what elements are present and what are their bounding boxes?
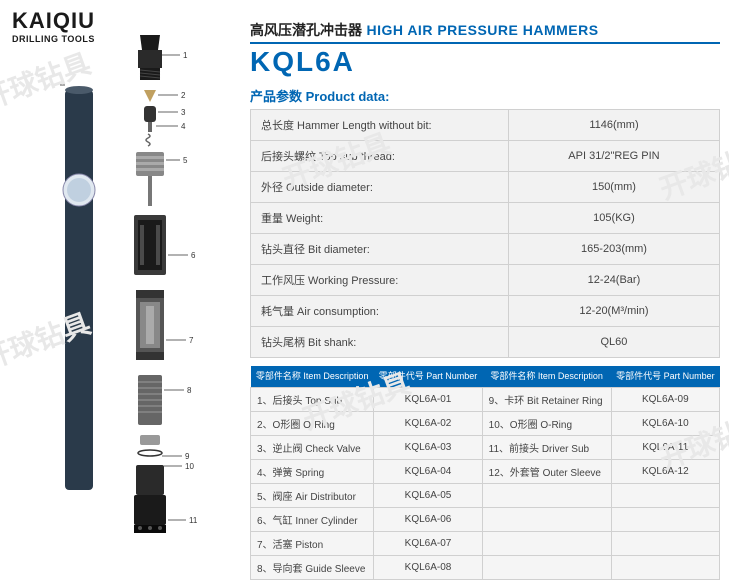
spec-label: 工作风压 Working Pressure: — [251, 265, 509, 296]
spec-value: QL60 — [508, 327, 719, 358]
parts-row: 6、气缸 Inner CylinderKQL6A-06 — [251, 507, 720, 531]
part-desc: 7、活塞 Piston — [251, 531, 374, 555]
part-number: KQL6A-11 — [611, 435, 719, 459]
part-desc: 8、导向套 Guide Sleeve — [251, 555, 374, 579]
parts-row: 1、后接头 Top SubKQL6A-019、卡环 Bit Retainer R… — [251, 387, 720, 411]
title-cn: 高风压潜孔冲击器 — [250, 22, 362, 38]
parts-row: 5、阀座 Air DistributorKQL6A-05 — [251, 483, 720, 507]
parts-row: 8、导向套 Guide SleeveKQL6A-08 — [251, 555, 720, 579]
spec-row: 外径 Outside diameter:150(mm) — [251, 172, 720, 203]
part-number: KQL6A-05 — [374, 483, 482, 507]
svg-text:5: 5 — [183, 156, 188, 165]
part-empty — [611, 507, 719, 531]
section-label: 产品参数 Product data: — [250, 86, 720, 105]
spec-value: 12-24(Bar) — [508, 265, 719, 296]
parts-header-desc: 零部件名称 Item Description — [251, 366, 374, 387]
part-desc: 3、逆止阀 Check Valve — [251, 435, 374, 459]
spec-row: 工作风压 Working Pressure:12-24(Bar) — [251, 265, 720, 296]
spec-value: 12-20(M³/min) — [508, 296, 719, 327]
parts-row: 7、活塞 PistonKQL6A-07 — [251, 531, 720, 555]
part-number: KQL6A-08 — [374, 555, 482, 579]
spec-row: 钻头尾柄 Bit shank:QL60 — [251, 327, 720, 358]
parts-row: 2、O形圈 O-RingKQL6A-0210、O形圈 O-RingKQL6A-1… — [251, 411, 720, 435]
spec-value: API 31/2"REG PIN — [508, 141, 719, 172]
part-desc: 10、O形圈 O-Ring — [482, 411, 611, 435]
part-desc: 11、前接头 Driver Sub — [482, 435, 611, 459]
spec-value: 1146(mm) — [508, 110, 719, 141]
content-area: 高风压潜孔冲击器 HIGH AIR PRESSURE HAMMERS KQL6A… — [250, 20, 720, 580]
spec-label: 外径 Outside diameter: — [251, 172, 509, 203]
part-empty — [611, 531, 719, 555]
part-number: KQL6A-02 — [374, 411, 482, 435]
part-number: KQL6A-06 — [374, 507, 482, 531]
spec-label: 总长度 Hammer Length without bit: — [251, 110, 509, 141]
part-desc: 4、弹簧 Spring — [251, 459, 374, 483]
parts-header-num: 零部件代号 Part Number — [374, 366, 482, 387]
spec-label: 耗气量 Air consumption: — [251, 296, 509, 327]
parts-row: 3、逆止阀 Check ValveKQL6A-0311、前接头 Driver S… — [251, 435, 720, 459]
svg-text:6: 6 — [191, 251, 196, 260]
part-empty — [611, 555, 719, 579]
part-desc: 2、O形圈 O-Ring — [251, 411, 374, 435]
part-desc: 1、后接头 Top Sub — [251, 387, 374, 411]
spec-row: 重量 Weight:105(KG) — [251, 203, 720, 234]
spec-row: 钻头直径 Bit diameter:165-203(mm) — [251, 234, 720, 265]
parts-header-desc: 零部件名称 Item Description — [482, 366, 611, 387]
spec-row: 后接头螺纹 Top sub thread:API 31/2"REG PIN — [251, 141, 720, 172]
part-empty — [611, 483, 719, 507]
spec-label: 钻头尾柄 Bit shank: — [251, 327, 509, 358]
part-empty — [482, 483, 611, 507]
part-empty — [482, 555, 611, 579]
spec-label: 重量 Weight: — [251, 203, 509, 234]
part-empty — [482, 507, 611, 531]
part-number: KQL6A-01 — [374, 387, 482, 411]
parts-row: 4、弹簧 SpringKQL6A-0412、外套管 Outer SleeveKQ… — [251, 459, 720, 483]
part-desc: 9、卡环 Bit Retainer Ring — [482, 387, 611, 411]
svg-text:8: 8 — [187, 386, 192, 395]
part-number: KQL6A-12 — [611, 459, 719, 483]
part-desc: 12、外套管 Outer Sleeve — [482, 459, 611, 483]
svg-text:9: 9 — [185, 452, 190, 461]
svg-text:10: 10 — [185, 462, 194, 471]
spec-row: 耗气量 Air consumption:12-20(M³/min) — [251, 296, 720, 327]
title-en: HIGH AIR PRESSURE HAMMERS — [366, 22, 598, 38]
title-row: 高风压潜孔冲击器 HIGH AIR PRESSURE HAMMERS — [250, 20, 720, 44]
spec-value: 105(KG) — [508, 203, 719, 234]
spec-label: 钻头直径 Bit diameter: — [251, 234, 509, 265]
part-desc: 6、气缸 Inner Cylinder — [251, 507, 374, 531]
model-code: KQL6A — [250, 46, 720, 78]
part-desc: 5、阀座 Air Distributor — [251, 483, 374, 507]
svg-text:3: 3 — [181, 108, 186, 117]
spec-table: 总长度 Hammer Length without bit:1146(mm)后接… — [250, 109, 720, 358]
svg-text:2: 2 — [181, 91, 186, 100]
part-number: KQL6A-10 — [611, 411, 719, 435]
part-number: KQL6A-09 — [611, 387, 719, 411]
spec-row: 总长度 Hammer Length without bit:1146(mm) — [251, 110, 720, 141]
svg-text:11: 11 — [189, 516, 198, 525]
spec-value: 150(mm) — [508, 172, 719, 203]
spec-label: 后接头螺纹 Top sub thread: — [251, 141, 509, 172]
svg-text:7: 7 — [189, 336, 194, 345]
parts-header-num: 零部件代号 Part Number — [611, 366, 719, 387]
part-empty — [482, 531, 611, 555]
svg-text:4: 4 — [181, 122, 186, 131]
svg-text:1: 1 — [183, 51, 188, 60]
part-number: KQL6A-04 — [374, 459, 482, 483]
spec-value: 165-203(mm) — [508, 234, 719, 265]
part-number: KQL6A-03 — [374, 435, 482, 459]
part-number: KQL6A-07 — [374, 531, 482, 555]
exploded-diagram: 12 1 2 3 4 5 6 7 8 — [60, 30, 240, 540]
